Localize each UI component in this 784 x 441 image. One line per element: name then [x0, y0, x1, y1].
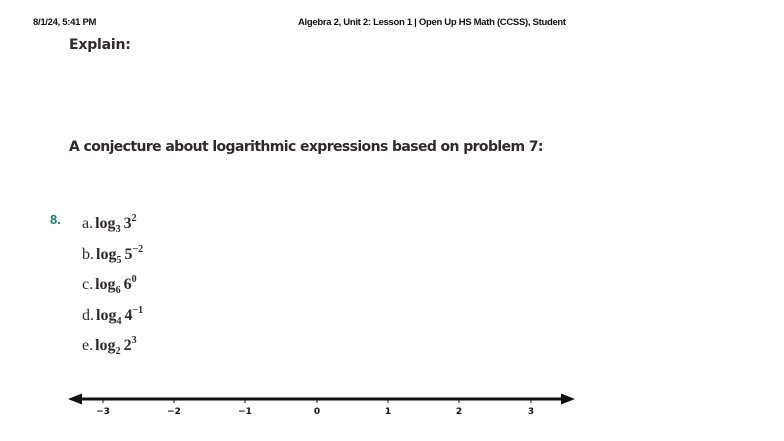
explain-prompt: Explain: [69, 37, 131, 53]
log-text: log [95, 215, 116, 232]
problem-item-c: c. log6 60 [82, 269, 143, 300]
number-line [68, 393, 575, 405]
argument-base: 6 [123, 276, 132, 293]
argument-base: 4 [124, 306, 133, 324]
log-text: log [96, 245, 117, 263]
log-text: log [95, 337, 116, 354]
tick-label: 1 [384, 407, 392, 417]
tick-label: 2 [455, 407, 463, 417]
argument-exponent: 2 [131, 213, 137, 224]
tick-label: 0 [313, 407, 321, 417]
problem-item-d: d. log4 4−1 [82, 300, 143, 331]
argument-exponent: −2 [132, 243, 144, 255]
problem-number: 8. [50, 212, 61, 227]
tick-label: −3 [96, 407, 110, 417]
problem-item-b: b. log5 5−2 [82, 239, 143, 270]
item-label: b. [82, 245, 94, 263]
argument-base: 3 [123, 215, 132, 232]
left-arrow-icon [68, 393, 82, 405]
argument-exponent: 0 [131, 274, 137, 285]
problem-item-e: e. log2 23 [82, 330, 143, 361]
print-date: 8/1/24, 5:41 PM [33, 17, 97, 28]
document-title: Algebra 2, Unit 2: Lesson 1 | Open Up HS… [298, 17, 566, 28]
item-label: e. [82, 337, 94, 354]
argument-exponent: −1 [132, 304, 144, 316]
tick-label: −1 [238, 407, 252, 417]
tick-label: 3 [527, 407, 535, 417]
right-arrow-icon [561, 393, 575, 405]
conjecture-prompt: A conjecture about logarithmic expressio… [69, 139, 543, 155]
argument-exponent: 3 [131, 335, 137, 346]
log-base: 3 [115, 224, 121, 235]
argument-base: 5 [124, 245, 133, 263]
log-base: 4 [116, 315, 122, 327]
log-base: 2 [115, 346, 121, 357]
item-label: c. [82, 276, 94, 293]
argument-base: 2 [123, 337, 132, 354]
log-text: log [95, 276, 116, 293]
item-label: a. [82, 215, 94, 232]
log-base: 6 [115, 285, 121, 296]
item-label: d. [82, 306, 94, 324]
log-text: log [96, 306, 117, 324]
problem-item-a: a. log3 32 [82, 208, 143, 239]
log-base: 5 [116, 254, 122, 266]
problem-items-list: a. log3 32 b. log5 5−2 c. log6 60 d. log4 4−1 e.… [82, 208, 143, 361]
tick-label: −2 [167, 407, 181, 417]
